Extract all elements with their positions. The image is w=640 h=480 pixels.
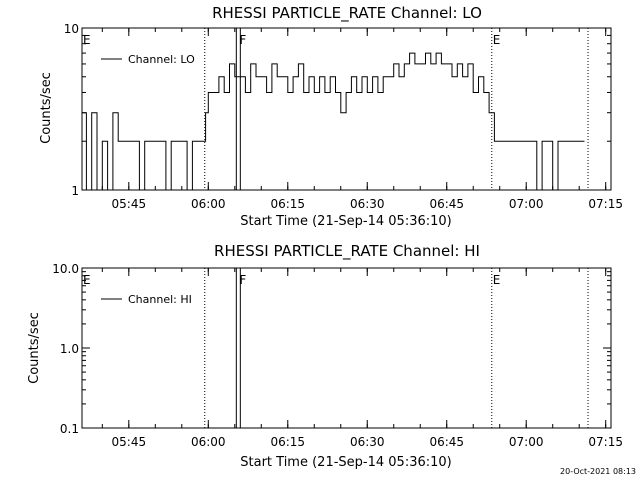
x-tick-label: 07:15 (588, 197, 623, 211)
legend-label: Channel: HI (128, 293, 192, 306)
x-tick-label: 06:30 (350, 435, 385, 449)
marker-label: E (493, 33, 501, 47)
marker-label: E (83, 273, 91, 287)
chart-title: RHESSI PARTICLE_RATE Channel: HI (214, 242, 480, 261)
footer-timestamp: 20-Oct-2021 08:13 (560, 467, 636, 476)
x-tick-label: 06:45 (429, 435, 464, 449)
marker-label: F (239, 273, 246, 287)
x-tick-label: 06:30 (350, 197, 385, 211)
x-tick-label: 06:45 (429, 197, 464, 211)
plot-frame (81, 27, 612, 191)
chart-panel-lo: RHESSI PARTICLE_RATE Channel: LO Counts/… (39, 4, 623, 229)
x-tick-label: 06:00 (191, 197, 226, 211)
x-tick-label: 06:00 (191, 435, 226, 449)
y-tick-label: 10 (64, 22, 79, 36)
x-axis-label: Start Time (21-Sep-14 05:36:10) (240, 214, 451, 229)
y-tick-label: 10.0 (52, 262, 79, 276)
x-axis-label: Start Time (21-Sep-14 05:36:10) (240, 455, 451, 470)
x-tick-label: 06:15 (270, 197, 305, 211)
marker-label: F (239, 33, 246, 47)
legend-label: Channel: LO (128, 53, 195, 66)
x-tick-label: 06:15 (270, 435, 305, 449)
y-tick-label: 1 (71, 184, 79, 198)
y-tick-label: 1.0 (60, 342, 79, 356)
x-tick-label: 05:45 (112, 435, 147, 449)
x-tick-label: 07:00 (509, 435, 544, 449)
y-tick-label: 0.1 (60, 422, 79, 436)
x-tick-label: 07:15 (588, 435, 623, 449)
x-tick-label: 07:00 (509, 197, 544, 211)
y-axis-label: Counts/sec (27, 312, 42, 384)
y-axis-label: Counts/sec (39, 72, 54, 144)
plot-frame (81, 267, 612, 429)
chart-title: RHESSI PARTICLE_RATE Channel: LO (212, 4, 482, 23)
marker-label: E (493, 273, 501, 287)
series-line-channel-lo (82, 52, 585, 191)
marker-label: E (83, 33, 91, 47)
chart-panel-hi: RHESSI PARTICLE_RATE Channel: HI Counts/… (27, 242, 623, 470)
x-tick-label: 05:45 (112, 197, 147, 211)
